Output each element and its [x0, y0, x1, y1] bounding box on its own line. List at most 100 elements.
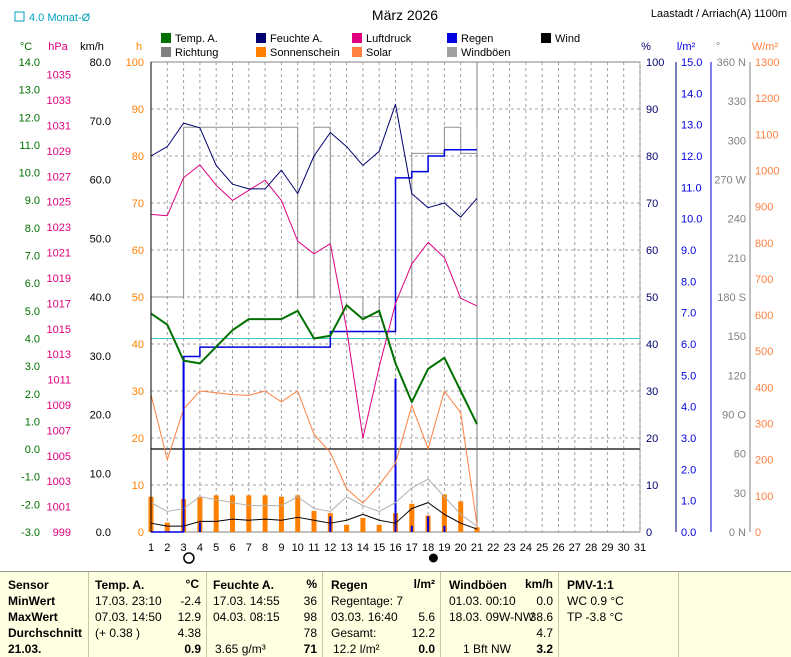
solar-tick: 1300 [755, 57, 779, 69]
gust-current-label: 1 Bft NW [463, 642, 512, 656]
hum-tick: 50 [646, 292, 658, 304]
hum-max: 98 [303, 610, 317, 624]
temp-tick: 12.0 [19, 112, 40, 124]
unit-rain: l/m² [677, 41, 696, 53]
rain-tick: 7.0 [681, 308, 696, 320]
sunshine-bar [246, 495, 252, 532]
gust-current: 3.2 [536, 642, 553, 656]
sun-tick: 0 [138, 527, 144, 539]
sun-tick: 90 [132, 104, 144, 116]
row-label-max: MaxWert [8, 610, 58, 624]
avg-label: 4.0 Monat-Ø [29, 12, 91, 24]
rain-daily-bar [198, 522, 201, 532]
wind-tick: 40.0 [90, 292, 111, 304]
dir-tick: 0 N [729, 527, 746, 539]
sunshine-bar [344, 524, 350, 532]
rain-current: 0.0 [418, 642, 435, 656]
x-tick: 6 [229, 542, 235, 554]
wind-tick: 80.0 [90, 57, 111, 69]
weather-chart: März 2026 Laastadt / Arriach(A) 1100m 4.… [14, 7, 787, 564]
x-tick: 2 [164, 542, 170, 554]
sun-tick: 60 [132, 245, 144, 257]
row-label-min: MinWert [8, 594, 56, 608]
legend-label: Regen [461, 33, 493, 45]
temp-tick: 7.0 [25, 251, 40, 263]
x-tick: 27 [569, 542, 581, 554]
row-label-avg: Durchschnitt [8, 626, 83, 640]
rain-daily-bar [410, 525, 413, 532]
rain-daily-bar [427, 516, 430, 532]
rain-tick: 5.0 [681, 370, 696, 382]
rain-tick: 14.0 [681, 88, 702, 100]
rain-cumulative-line [151, 148, 477, 533]
x-tick: 16 [389, 542, 401, 554]
press-tick: 1013 [47, 349, 71, 361]
hum-header: Feuchte A. [213, 578, 274, 592]
solar-tick: 700 [755, 274, 773, 286]
rain-daily-bar [329, 516, 332, 532]
pressure-line [150, 164, 478, 439]
x-tick: 10 [292, 542, 304, 554]
sun-tick: 10 [132, 480, 144, 492]
solar-tick: 300 [755, 419, 773, 431]
x-tick: 28 [585, 542, 597, 554]
sunshine-bar [164, 522, 170, 532]
dir-tick: 330 [728, 96, 746, 108]
temp-avg: 4.38 [177, 626, 201, 640]
rain-unit: l/m² [413, 577, 435, 591]
legend-swatch [541, 33, 551, 43]
legend-label: Wind [555, 33, 580, 45]
legend-swatch [256, 47, 266, 57]
pmv-header: PMV-1:1 [567, 578, 614, 592]
temp-min-time: 17.03. 23:10 [95, 594, 162, 608]
sun-tick: 30 [132, 386, 144, 398]
temp-min: -2.4 [180, 594, 201, 608]
rain-days: Regentage: 7 [331, 594, 404, 608]
sun-tick: 20 [132, 433, 144, 445]
x-tick: 18 [422, 542, 434, 554]
temperature-line [150, 304, 478, 425]
plot-area [148, 61, 641, 533]
x-tick: 25 [536, 542, 548, 554]
hum-tick: 60 [646, 245, 658, 257]
rain-total-label: Gesamt: [331, 626, 377, 640]
gust-unit: km/h [524, 577, 553, 591]
stats-col-gust: Windböen km/h 01.03. 00:10 0.0 18.03. 09… [440, 572, 559, 657]
temp-tick: 1.0 [25, 416, 40, 428]
press-tick: 1005 [47, 451, 71, 463]
solar-tick: 200 [755, 455, 773, 467]
pmv-tp: TP -3.8 °C [567, 610, 623, 624]
dir-tick: 210 [728, 253, 746, 265]
hum-tick: 100 [646, 57, 664, 69]
press-tick: 1035 [47, 70, 71, 82]
solar-tick: 600 [755, 310, 773, 322]
temp-tick: 9.0 [25, 195, 40, 207]
press-tick: 999 [53, 527, 71, 539]
rain-daily-bar [394, 378, 397, 532]
temp-tick: 11.0 [19, 140, 40, 152]
wind-tick: 50.0 [90, 233, 111, 245]
hum-unit: % [306, 577, 317, 591]
rain-max-time: 03.03. 16:40 [331, 610, 398, 624]
sunshine-bar [441, 494, 447, 532]
sunshine-bar [409, 503, 415, 532]
press-tick: 1009 [47, 400, 71, 412]
stats-col-hum: Feuchte A. % 17.03. 14:55 36 04.03. 08:1… [206, 572, 323, 657]
hum-avg: 78 [303, 626, 317, 640]
avg-checkbox-icon[interactable] [14, 11, 25, 22]
press-tick: 1033 [47, 95, 71, 107]
press-tick: 1011 [47, 375, 71, 387]
temp-tick: 14.0 [19, 57, 40, 69]
x-tick: 19 [438, 542, 450, 554]
legend-swatch [447, 33, 457, 43]
unit-press: hPa [48, 41, 68, 53]
press-tick: 1003 [47, 476, 71, 488]
solar-tick: 900 [755, 202, 773, 214]
gust-max: 38.6 [529, 610, 553, 624]
stats-col-rain: Regen l/m² Regentage: 7 03.03. 16:40 5.6… [322, 572, 441, 657]
rain-max: 5.6 [418, 610, 435, 624]
hum-tick: 70 [646, 198, 658, 210]
sun-tick: 100 [126, 57, 144, 69]
hum-min-time: 17.03. 14:55 [213, 594, 280, 608]
hum-tick: 30 [646, 386, 658, 398]
